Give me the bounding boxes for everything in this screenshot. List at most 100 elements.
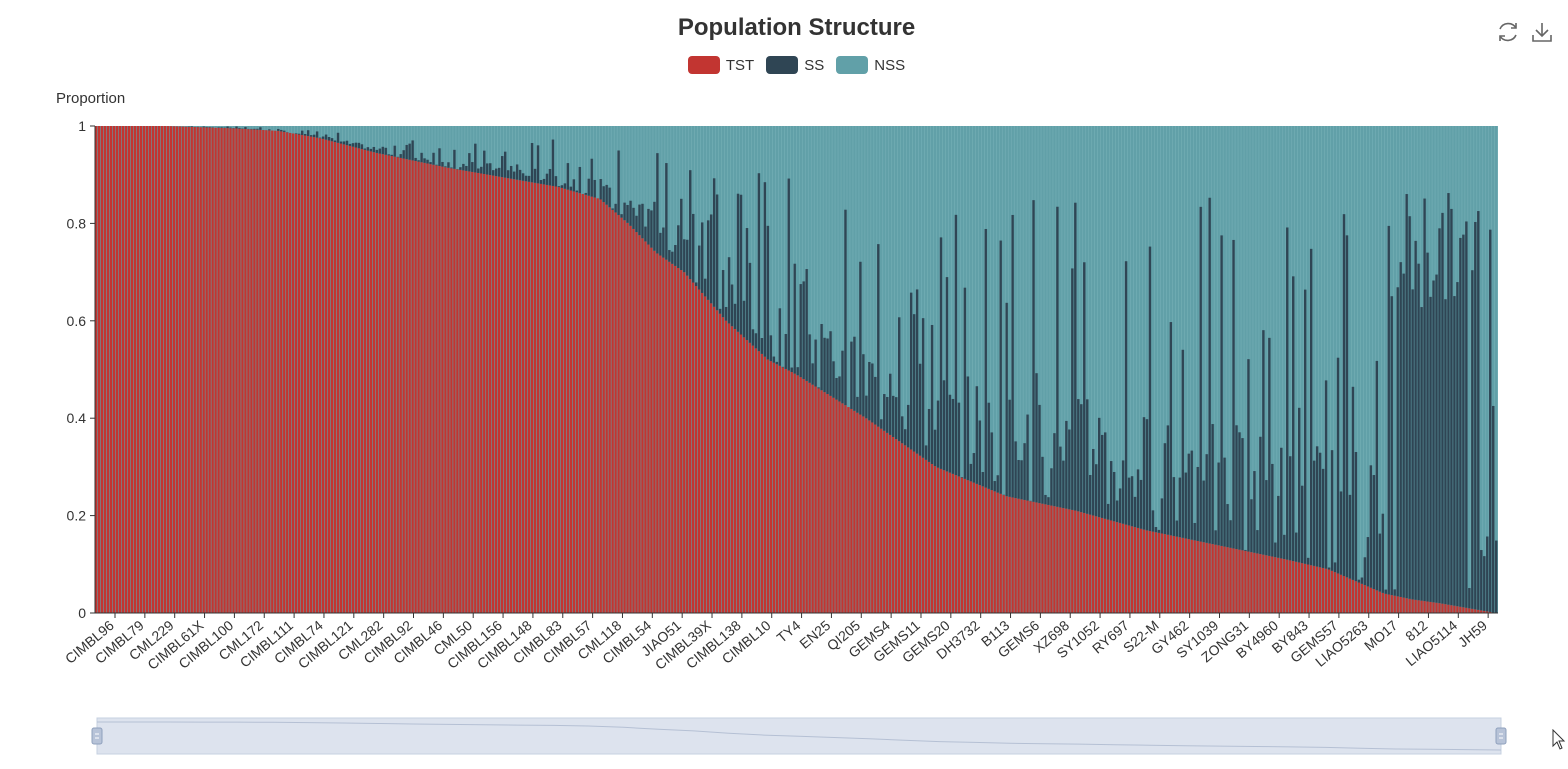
- bar-tst[interactable]: [614, 212, 617, 613]
- bar-tst[interactable]: [832, 397, 835, 613]
- bar-ss[interactable]: [1330, 450, 1334, 571]
- bar-tst[interactable]: [960, 477, 964, 613]
- bar-ss[interactable]: [814, 339, 817, 387]
- bar-tst[interactable]: [924, 459, 928, 613]
- bar-tst[interactable]: [1277, 557, 1280, 613]
- bar-tst[interactable]: [1217, 545, 1220, 613]
- bar-tst[interactable]: [1041, 503, 1044, 613]
- bar-tst[interactable]: [217, 127, 220, 613]
- bar-tst[interactable]: [1271, 556, 1274, 613]
- bar-tst[interactable]: [787, 370, 790, 613]
- bar-ss[interactable]: [1354, 452, 1358, 582]
- bar-ss[interactable]: [566, 163, 570, 190]
- bar-tst[interactable]: [530, 182, 534, 613]
- bar-ss[interactable]: [375, 149, 378, 153]
- bar-tst[interactable]: [772, 362, 776, 613]
- bar-tst[interactable]: [626, 222, 629, 613]
- bar-ss[interactable]: [829, 331, 832, 396]
- bar-tst[interactable]: [1262, 554, 1265, 613]
- bar-tst[interactable]: [1011, 497, 1014, 613]
- bar-tst[interactable]: [1384, 593, 1387, 613]
- bar-ss[interactable]: [1071, 268, 1074, 510]
- bar-ss[interactable]: [697, 245, 701, 290]
- bar-tst[interactable]: [444, 167, 447, 613]
- bar-ss[interactable]: [1315, 446, 1319, 567]
- bar-ss[interactable]: [1184, 472, 1187, 539]
- bar-tst[interactable]: [686, 275, 689, 613]
- bar-tst[interactable]: [145, 126, 149, 613]
- bar-tst[interactable]: [1399, 596, 1402, 613]
- bar-ss[interactable]: [742, 300, 746, 338]
- bar-tst[interactable]: [703, 296, 707, 613]
- bar-tst[interactable]: [683, 272, 686, 613]
- bar-tst[interactable]: [354, 147, 358, 613]
- bar-tst[interactable]: [859, 414, 862, 613]
- bar-ss[interactable]: [963, 287, 967, 479]
- bar-ss[interactable]: [1327, 567, 1331, 570]
- bar-tst[interactable]: [518, 180, 522, 614]
- bar-tst[interactable]: [1486, 611, 1489, 613]
- bar-tst[interactable]: [357, 148, 361, 613]
- bar-ss[interactable]: [796, 367, 799, 376]
- bar-ss[interactable]: [871, 363, 874, 423]
- bar-tst[interactable]: [515, 179, 519, 613]
- bar-tst[interactable]: [1029, 501, 1032, 613]
- bar-tst[interactable]: [629, 225, 632, 613]
- bar-ss[interactable]: [999, 240, 1002, 494]
- bar-tst[interactable]: [468, 171, 471, 614]
- bar-ss[interactable]: [471, 162, 474, 172]
- bar-ss[interactable]: [366, 147, 370, 151]
- bar-tst[interactable]: [1468, 608, 1471, 613]
- refresh-icon[interactable]: [1496, 20, 1520, 44]
- bar-tst[interactable]: [647, 244, 650, 614]
- bar-tst[interactable]: [1089, 514, 1092, 613]
- bar-ss[interactable]: [617, 150, 620, 216]
- bar-tst[interactable]: [1396, 596, 1399, 613]
- bar-tst[interactable]: [659, 255, 662, 613]
- bar-tst[interactable]: [820, 390, 823, 613]
- bar-tst[interactable]: [256, 129, 259, 613]
- bar-tst[interactable]: [202, 127, 205, 614]
- bar-ss[interactable]: [468, 153, 471, 172]
- bar-tst[interactable]: [877, 426, 880, 613]
- bar-tst[interactable]: [1402, 597, 1405, 613]
- bar-tst[interactable]: [414, 161, 417, 613]
- bar-tst[interactable]: [1309, 565, 1313, 613]
- bar-tst[interactable]: [235, 128, 238, 613]
- bar-tst[interactable]: [280, 131, 283, 613]
- bar-ss[interactable]: [515, 164, 519, 180]
- bar-tst[interactable]: [1378, 591, 1381, 613]
- bar-tst[interactable]: [1318, 567, 1322, 613]
- bar-ss[interactable]: [906, 404, 910, 448]
- bar-ss[interactable]: [1295, 532, 1298, 562]
- bar-ss[interactable]: [656, 153, 659, 254]
- bar-ss[interactable]: [1366, 537, 1370, 587]
- bar-tst[interactable]: [435, 165, 438, 613]
- bar-tst[interactable]: [972, 482, 976, 613]
- bar-ss[interactable]: [745, 228, 749, 341]
- bar-tst[interactable]: [936, 467, 940, 613]
- bar-ss[interactable]: [1023, 443, 1026, 500]
- bar-tst[interactable]: [411, 160, 414, 614]
- bar-tst[interactable]: [1480, 610, 1483, 613]
- bar-tst[interactable]: [339, 143, 343, 613]
- bar-ss[interactable]: [1223, 457, 1226, 547]
- bar-ss[interactable]: [357, 142, 361, 149]
- bar-ss[interactable]: [608, 187, 611, 208]
- bar-tst[interactable]: [1139, 528, 1143, 613]
- bar-ss[interactable]: [1097, 417, 1101, 518]
- bar-tst[interactable]: [238, 128, 241, 613]
- bar-ss[interactable]: [486, 163, 489, 175]
- bar-tst[interactable]: [1145, 530, 1149, 613]
- bar-ss[interactable]: [1035, 373, 1038, 503]
- bar-ss[interactable]: [1372, 475, 1376, 590]
- bar-ss[interactable]: [996, 475, 999, 493]
- bar-tst[interactable]: [166, 126, 170, 613]
- bar-ss[interactable]: [1471, 270, 1474, 609]
- bar-tst[interactable]: [674, 265, 677, 613]
- bar-ss[interactable]: [1402, 273, 1405, 598]
- bar-tst[interactable]: [1247, 551, 1250, 613]
- bar-tst[interactable]: [471, 171, 474, 613]
- bar-tst[interactable]: [1300, 563, 1304, 613]
- bar-ss[interactable]: [1342, 214, 1346, 577]
